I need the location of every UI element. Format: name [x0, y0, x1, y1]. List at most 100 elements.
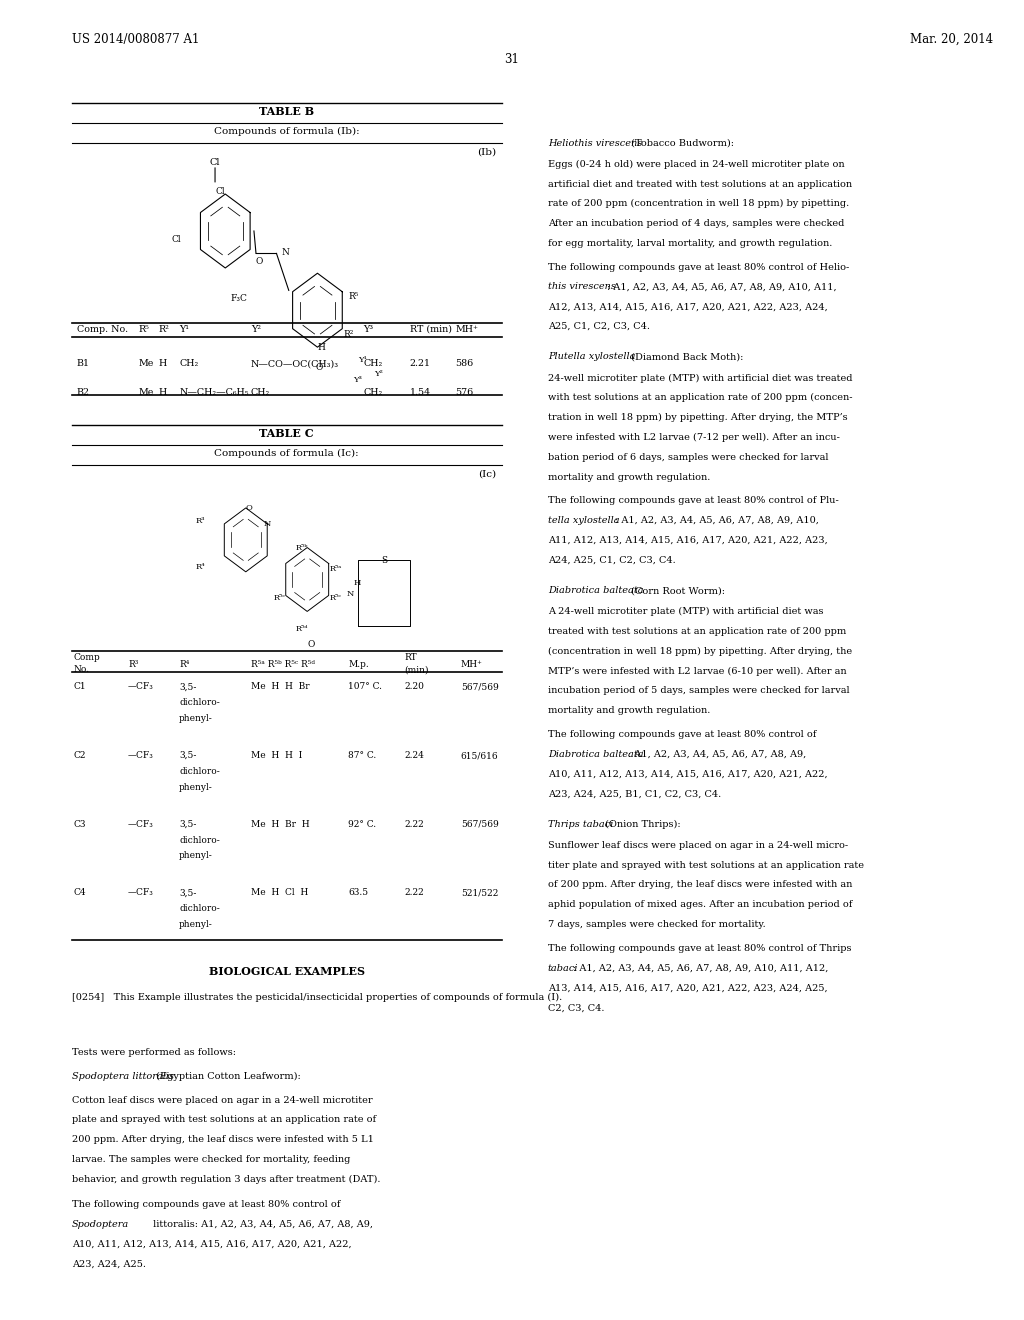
- Text: Spodoptera: Spodoptera: [72, 1220, 129, 1229]
- Text: : A1, A2, A3, A4, A5, A6, A7, A8, A9,: : A1, A2, A3, A4, A5, A6, A7, A8, A9,: [628, 750, 806, 759]
- Text: Plutella xylostella: Plutella xylostella: [548, 352, 635, 362]
- Text: mortality and growth regulation.: mortality and growth regulation.: [548, 473, 711, 482]
- Text: N—CO—OC(CH₃)₃: N—CO—OC(CH₃)₃: [251, 359, 339, 368]
- Text: R⁴: R⁴: [196, 564, 205, 572]
- Text: N: N: [264, 520, 271, 528]
- Text: Me  H  H  Br: Me H H Br: [251, 682, 309, 692]
- Text: (Corn Root Worm):: (Corn Root Worm):: [628, 586, 725, 595]
- Text: R⁵ᵈ: R⁵ᵈ: [296, 624, 308, 632]
- Text: 3,5-: 3,5-: [179, 682, 197, 692]
- Text: The following compounds gave at least 80% control of Thrips: The following compounds gave at least 80…: [548, 944, 851, 953]
- Text: Cotton leaf discs were placed on agar in a 24-well microtiter: Cotton leaf discs were placed on agar in…: [72, 1096, 373, 1105]
- Text: C1: C1: [74, 682, 86, 692]
- Text: for egg mortality, larval mortality, and growth regulation.: for egg mortality, larval mortality, and…: [548, 239, 833, 248]
- Text: M.p.: M.p.: [348, 660, 369, 669]
- Text: R⁵: R⁵: [348, 292, 358, 301]
- Text: Cl: Cl: [210, 158, 220, 168]
- Text: A10, A11, A12, A13, A14, A15, A16, A17, A20, A21, A22,: A10, A11, A12, A13, A14, A15, A16, A17, …: [72, 1239, 351, 1249]
- Text: MH⁺: MH⁺: [461, 660, 482, 669]
- Text: R²: R²: [343, 330, 353, 339]
- Text: —CF₃: —CF₃: [128, 682, 154, 692]
- Text: BIOLOGICAL EXAMPLES: BIOLOGICAL EXAMPLES: [209, 966, 365, 977]
- Text: bation period of 6 days, samples were checked for larval: bation period of 6 days, samples were ch…: [548, 453, 828, 462]
- Text: Me  H  Br  H: Me H Br H: [251, 820, 309, 829]
- Text: The following compounds gave at least 80% control of Plu-: The following compounds gave at least 80…: [548, 496, 839, 506]
- Text: O: O: [256, 257, 263, 267]
- Text: dichloro-: dichloro-: [179, 767, 220, 776]
- Text: aphid population of mixed ages. After an incubation period of: aphid population of mixed ages. After an…: [548, 900, 852, 909]
- Text: R⁵ᶜ: R⁵ᶜ: [330, 594, 342, 602]
- Text: (Ib): (Ib): [477, 148, 497, 157]
- Text: A24, A25, C1, C2, C3, C4.: A24, A25, C1, C2, C3, C4.: [548, 556, 676, 565]
- Text: (Tobacco Budworm):: (Tobacco Budworm):: [628, 139, 733, 148]
- Text: A23, A24, A25, B1, C1, C2, C3, C4.: A23, A24, A25, B1, C1, C2, C3, C4.: [548, 789, 721, 799]
- Text: S: S: [381, 556, 387, 565]
- Text: F₃C: F₃C: [230, 294, 247, 304]
- Text: 3,5-: 3,5-: [179, 820, 197, 829]
- Text: C2: C2: [74, 751, 86, 760]
- Text: (Diamond Back Moth):: (Diamond Back Moth):: [628, 352, 743, 362]
- Text: Y¹: Y¹: [358, 356, 368, 364]
- Text: 567/569: 567/569: [461, 682, 499, 692]
- Text: phenyl-: phenyl-: [179, 783, 213, 792]
- Text: A11, A12, A13, A14, A15, A16, A17, A20, A21, A22, A23,: A11, A12, A13, A14, A15, A16, A17, A20, …: [548, 536, 827, 545]
- Text: (Egyptian Cotton Leafworm):: (Egyptian Cotton Leafworm):: [154, 1072, 301, 1081]
- Text: R⁴: R⁴: [179, 660, 189, 669]
- Text: Eggs (0-24 h old) were placed in 24-well microtiter plate on: Eggs (0-24 h old) were placed in 24-well…: [548, 160, 845, 169]
- Text: Heliothis virescens: Heliothis virescens: [548, 139, 642, 148]
- Text: —CF₃: —CF₃: [128, 751, 154, 760]
- Text: —CF₃: —CF₃: [128, 888, 154, 898]
- Text: tration in well 18 ppm) by pipetting. After drying, the MTP’s: tration in well 18 ppm) by pipetting. Af…: [548, 413, 848, 422]
- Text: with test solutions at an application rate of 200 ppm (concen-: with test solutions at an application ra…: [548, 393, 852, 403]
- Text: A12, A13, A14, A15, A16, A17, A20, A21, A22, A23, A24,: A12, A13, A14, A15, A16, A17, A20, A21, …: [548, 302, 827, 312]
- Text: Compounds of formula (Ic):: Compounds of formula (Ic):: [214, 449, 359, 458]
- Text: After an incubation period of 4 days, samples were checked: After an incubation period of 4 days, sa…: [548, 219, 844, 228]
- Text: 63.5: 63.5: [348, 888, 369, 898]
- Text: 586: 586: [456, 359, 474, 368]
- Text: this virescens: this virescens: [548, 282, 615, 292]
- Text: R⁵ᵃ R⁵ᵇ R⁵ᶜ R⁵ᵈ: R⁵ᵃ R⁵ᵇ R⁵ᶜ R⁵ᵈ: [251, 660, 315, 669]
- Text: H: H: [353, 579, 360, 587]
- Text: tella xylostella: tella xylostella: [548, 516, 620, 525]
- Text: Me  H  Cl  H: Me H Cl H: [251, 888, 308, 898]
- Text: Cl: Cl: [171, 235, 180, 244]
- Text: R³: R³: [196, 516, 205, 524]
- Text: O: O: [307, 640, 314, 649]
- Text: MH⁺: MH⁺: [456, 325, 478, 334]
- Text: 1.54: 1.54: [410, 388, 431, 397]
- Text: N: N: [346, 590, 353, 598]
- Text: R⁵ᵇ: R⁵ᵇ: [296, 544, 308, 552]
- Text: A10, A11, A12, A13, A14, A15, A16, A17, A20, A21, A22,: A10, A11, A12, A13, A14, A15, A16, A17, …: [548, 770, 827, 779]
- Text: US 2014/0080877 A1: US 2014/0080877 A1: [72, 33, 199, 46]
- Text: Compounds of formula (Ib):: Compounds of formula (Ib):: [214, 127, 359, 136]
- Text: CH₂: CH₂: [179, 359, 199, 368]
- Text: (Onion Thrips):: (Onion Thrips):: [602, 820, 681, 829]
- Text: A23, A24, A25.: A23, A24, A25.: [72, 1259, 145, 1269]
- Text: TABLE C: TABLE C: [259, 428, 314, 438]
- Text: 92° C.: 92° C.: [348, 820, 376, 829]
- Text: R²: R²: [159, 325, 170, 334]
- Text: —CF₃: —CF₃: [128, 820, 154, 829]
- Text: dichloro-: dichloro-: [179, 836, 220, 845]
- Text: Cl: Cl: [215, 187, 224, 197]
- Text: Tests were performed as follows:: Tests were performed as follows:: [72, 1048, 236, 1057]
- Text: H: H: [159, 388, 167, 397]
- Text: C4: C4: [74, 888, 86, 898]
- Text: Spodoptera littoralis: Spodoptera littoralis: [72, 1072, 174, 1081]
- Text: plate and sprayed with test solutions at an application rate of: plate and sprayed with test solutions at…: [72, 1115, 376, 1125]
- Text: 567/569: 567/569: [461, 820, 499, 829]
- Text: MTP’s were infested with L2 larvae (6-10 per well). After an: MTP’s were infested with L2 larvae (6-10…: [548, 667, 847, 676]
- Text: 3,5-: 3,5-: [179, 751, 197, 760]
- Text: 31: 31: [505, 53, 519, 66]
- Text: mortality and growth regulation.: mortality and growth regulation.: [548, 706, 711, 715]
- Text: Y²: Y²: [251, 325, 261, 334]
- Text: O: O: [315, 363, 323, 372]
- Text: C3: C3: [74, 820, 86, 829]
- Text: RT: RT: [404, 653, 417, 663]
- Text: Mar. 20, 2014: Mar. 20, 2014: [910, 33, 993, 46]
- Text: treated with test solutions at an application rate of 200 ppm: treated with test solutions at an applic…: [548, 627, 846, 636]
- Text: (Ic): (Ic): [478, 470, 497, 479]
- Text: dichloro-: dichloro-: [179, 698, 220, 708]
- Text: Comp: Comp: [74, 653, 100, 663]
- Text: Y³: Y³: [364, 325, 374, 334]
